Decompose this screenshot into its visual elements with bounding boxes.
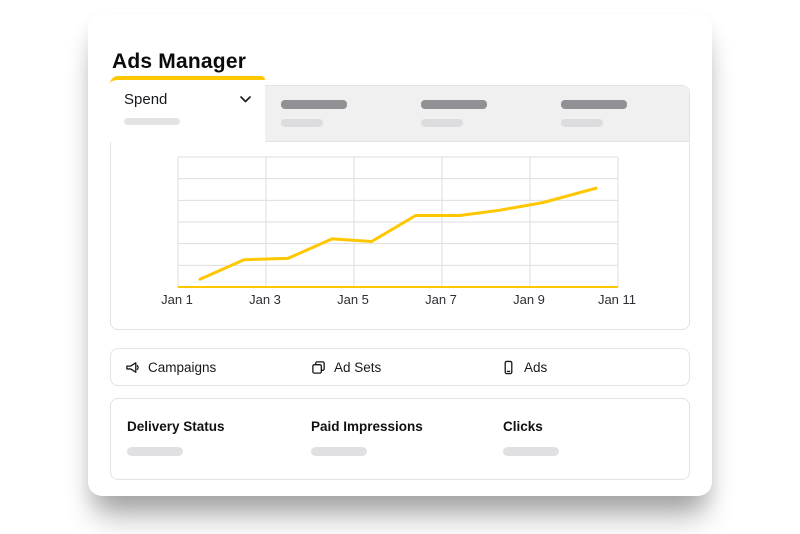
- nav-item-ads[interactable]: Ads: [501, 349, 547, 385]
- tab-skeleton-1[interactable]: [265, 86, 405, 142]
- spend-chart: [175, 154, 621, 295]
- tab-spend[interactable]: Spend: [110, 76, 265, 142]
- skeleton-label-bar: [421, 100, 487, 109]
- x-axis-tick-labels: Jan 1 Jan 3 Jan 5 Jan 7 Jan 9 Jan 11: [161, 292, 636, 310]
- x-tick: Jan 5: [337, 292, 369, 307]
- value-placeholder: [127, 447, 183, 456]
- column-header: Paid Impressions: [311, 419, 423, 434]
- x-tick: Jan 9: [513, 292, 545, 307]
- chevron-down-icon: [240, 90, 251, 108]
- metric-tabbar: Spend: [110, 76, 689, 142]
- chart-panel: Spend Ja: [110, 76, 690, 330]
- tab-skeleton-3[interactable]: [545, 86, 685, 142]
- column-clicks: Clicks: [503, 419, 559, 456]
- summary-table-panel: Delivery Status Paid Impressions Clicks: [110, 398, 690, 480]
- tab-skeleton-2[interactable]: [405, 86, 545, 142]
- tab-spend-label: Spend: [124, 90, 168, 108]
- column-paid-impressions: Paid Impressions: [311, 419, 423, 456]
- x-tick: Jan 7: [425, 292, 457, 307]
- nav-item-label: Ad Sets: [334, 359, 382, 375]
- skeleton-subtext-bar: [561, 119, 603, 127]
- tab-spend-subtext-placeholder: [124, 118, 180, 125]
- nav-item-label: Ads: [524, 359, 548, 375]
- column-header: Clicks: [503, 419, 543, 434]
- layers-icon: [311, 360, 326, 375]
- skeleton-label-bar: [561, 100, 627, 109]
- megaphone-icon: [125, 360, 140, 375]
- value-placeholder: [311, 447, 367, 456]
- x-tick: Jan 1: [161, 292, 193, 307]
- level-nav-panel: Campaigns Ad Sets Ads: [110, 348, 690, 386]
- column-header: Delivery Status: [127, 419, 225, 434]
- column-delivery-status: Delivery Status: [127, 419, 225, 456]
- spend-chart-svg: [177, 156, 619, 288]
- phone-icon: [501, 360, 516, 375]
- nav-item-ad-sets[interactable]: Ad Sets: [311, 349, 381, 385]
- value-placeholder: [503, 447, 559, 456]
- nav-item-campaigns[interactable]: Campaigns: [125, 349, 216, 385]
- nav-item-label: Campaigns: [148, 359, 217, 375]
- ads-manager-card: Ads Manager Spend: [88, 14, 712, 496]
- x-tick: Jan 3: [249, 292, 281, 307]
- skeleton-subtext-bar: [421, 119, 463, 127]
- x-tick: Jan 11: [597, 292, 637, 307]
- skeleton-label-bar: [281, 100, 347, 109]
- skeleton-subtext-bar: [281, 119, 323, 127]
- page-title: Ads Manager: [112, 50, 247, 73]
